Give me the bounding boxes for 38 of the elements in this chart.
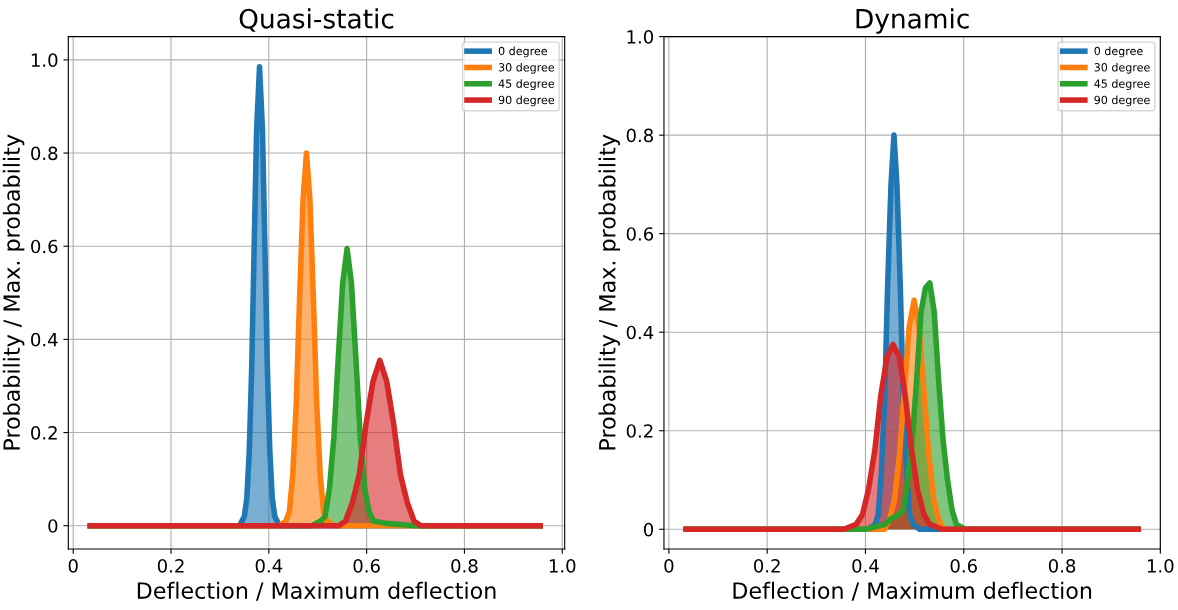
x-tick-label: 0 [68,559,78,573]
x-axis-title: Deflection / Maximum deflection [137,581,496,601]
x-tick-label: 1.0 [549,559,576,573]
y-tick-label: 1.0 [31,53,58,68]
chart-title: Quasi-static [239,8,394,32]
y-tick-label: 0.6 [626,227,654,241]
legend-label: 90 degree [1094,95,1150,107]
y-tick-label: 0.2 [31,426,57,440]
legend-label: 45 degree [498,79,555,90]
x-tick-label: 0.2 [157,559,184,573]
y-tick-label: 0.2 [626,424,653,438]
x-tick-label: 0 [664,559,674,573]
x-tick-label: 0.6 [353,559,380,573]
y-tick-label: 0.8 [31,146,58,161]
y-tick-label: 1.0 [627,30,654,44]
x-axis-title: Deflection / Maximum deflection [733,581,1092,601]
x-tick-label: 0.6 [950,559,977,573]
x-tick-label: 0.8 [451,559,478,573]
x-tick-label: 0.2 [754,559,780,573]
legend-label: 30 degree [1094,62,1150,74]
x-tick-label: 0.4 [852,559,879,573]
y-tick-label: 0.6 [31,239,58,254]
legend-label: 30 degree [498,62,555,74]
x-tick-label: 0.8 [1048,559,1076,573]
legend-label: 0 degree [1094,46,1143,58]
legend-label: 0 degree [498,46,548,58]
chart-title: Dynamic [856,8,969,34]
y-tick-label: 0.8 [626,128,654,143]
y-axis-title: Probability / Max. probability [2,134,25,450]
x-tick-label: 1.0 [1147,559,1174,573]
y-tick-label: 0.4 [626,325,654,340]
x-tick-label: 0.4 [255,559,283,573]
y-axis-title: Probability / Max. probability [598,134,620,450]
legend-label: 45 degree [1094,79,1150,90]
legend-label: 90 degree [498,95,555,107]
y-tick-label: 0 [48,519,58,533]
y-tick-label: 0 [643,522,654,537]
y-tick-label: 0.4 [31,332,58,347]
